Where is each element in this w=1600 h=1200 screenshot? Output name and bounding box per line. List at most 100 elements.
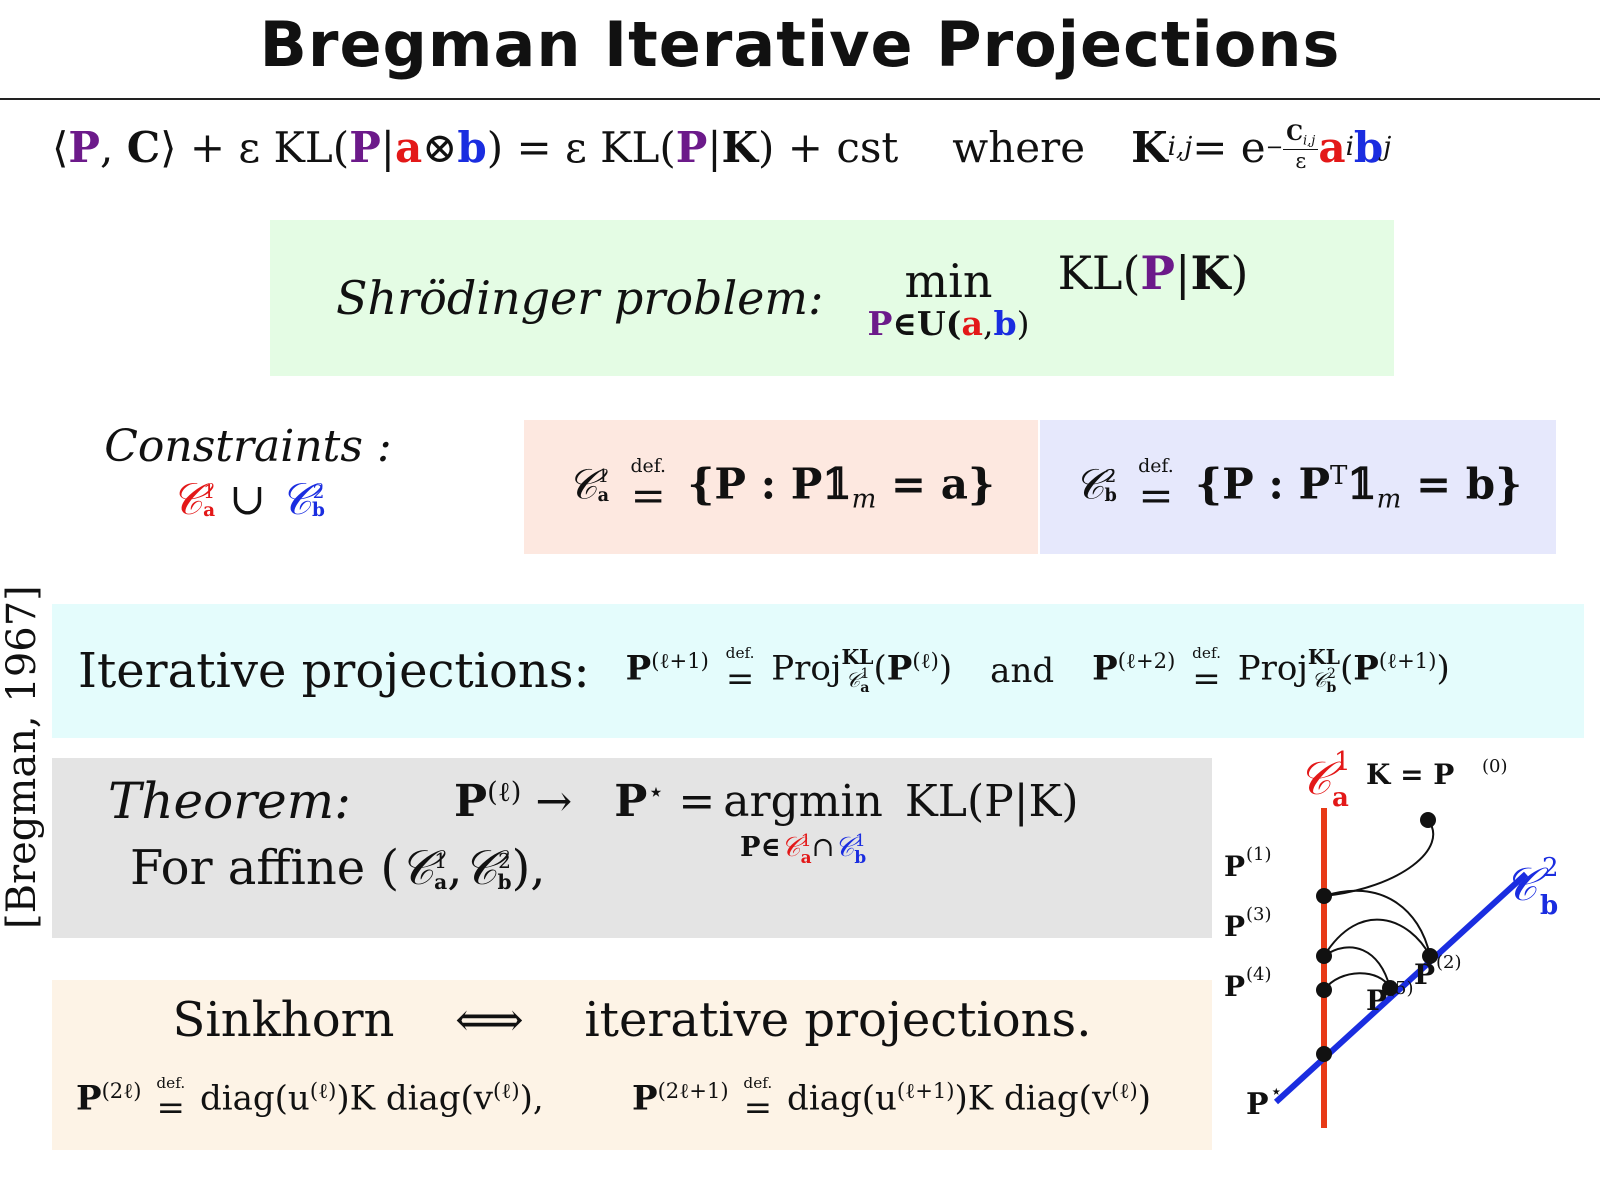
eq-token: a [597, 485, 610, 506]
theorem-condition: For affine (𝒞 1 a ,𝒞 2 b), [130, 840, 546, 897]
eq-token: = a} [876, 459, 995, 508]
eq-token: = [156, 1088, 186, 1129]
point-P4 [1316, 982, 1332, 998]
slide-title: Bregman Iterative Projections [259, 8, 1341, 81]
eq-token: ⊗ [422, 122, 458, 172]
eq-token: b [1326, 680, 1337, 697]
eq-token: 2 [312, 481, 325, 503]
eq-token: a [961, 303, 983, 343]
eq-token: P [886, 648, 913, 689]
eq-token: , [447, 840, 463, 896]
eq-token: 𝒞 [171, 473, 204, 525]
eq-token: | [380, 122, 395, 172]
eq-token: a [203, 500, 216, 522]
eq-token: (ℓ+1) [1378, 648, 1437, 674]
eq-token: = [743, 1088, 773, 1129]
constraint-line-b [1273, 871, 1529, 1105]
label-P1: P [1224, 850, 1245, 883]
eq-token: (ℓ+2) [1117, 648, 1176, 674]
projection-arc-3 [1323, 918, 1431, 957]
projection-arc-1 [1323, 819, 1435, 897]
eq-token: Proj [771, 648, 842, 689]
min-operator: min P∈U(a,b) [868, 254, 1030, 343]
eq-token: P [1092, 648, 1118, 689]
eq-token: a [800, 846, 812, 867]
exp-fraction: − Ci,j ε [1266, 122, 1319, 173]
label-Cb-sub: b [1540, 891, 1558, 921]
eq-token: ⋆ [647, 777, 665, 808]
eq-token: P [614, 776, 648, 827]
eq-token: )K diag(v [954, 1078, 1112, 1119]
eq-token: a [860, 680, 870, 697]
label-P1-sup: (1) [1246, 844, 1272, 865]
eq-token: b [497, 869, 512, 894]
eq-token: ⟩ + ε KL( [160, 122, 350, 172]
eq-token: = b} [1401, 459, 1523, 508]
label-P5-sup: (5) [1388, 978, 1414, 999]
eq-token: = [664, 776, 716, 827]
eq-token: j [1383, 132, 1392, 162]
eq-token: 1 [800, 829, 812, 850]
eq-token: ) [1016, 303, 1030, 343]
sinkhorn-formula-odd: P(2ℓ+1) def. = diag(u(ℓ+1))K diag(v(ℓ)) [632, 1075, 1151, 1129]
eq-token: 𝒞 [279, 473, 313, 525]
eq-token: a [1318, 122, 1346, 172]
eq-token: P [1140, 246, 1176, 300]
eq-token: K [721, 122, 759, 172]
eq-token: 1 [434, 849, 448, 874]
eq-token: ε [1295, 148, 1307, 173]
eq-token: 𝒞 [567, 459, 598, 508]
eq-token: P [68, 122, 100, 172]
sinkhorn-rest: iterative projections. [584, 992, 1092, 1048]
projection-arc-2 [1323, 889, 1431, 957]
label-P4: P [1224, 970, 1245, 1003]
eq-token: P [76, 1078, 102, 1119]
eq-token: b [993, 303, 1017, 343]
eq-token: ∈U( [892, 303, 962, 343]
eq-token: 𝟙 [1347, 459, 1377, 508]
min-word: min [904, 253, 993, 308]
eq-token: (ℓ+1) [651, 648, 709, 674]
schrodinger-box: Shrödinger problem: min P∈U(a,b) KL(P|K) [270, 220, 1394, 376]
eq-token: = e [1192, 122, 1266, 172]
eq-token: | [707, 122, 722, 172]
eq-token: P [675, 122, 708, 172]
eq-token: = [630, 471, 666, 521]
eq-token: 𝒞 [834, 832, 855, 863]
argmin-word: argmin [723, 776, 883, 827]
def-mark: def. [725, 644, 755, 663]
iff-symbol: ⟺ [454, 992, 524, 1048]
title-divider [0, 98, 1600, 100]
theorem-box: Theorem: P(ℓ) → P⋆ = argmin P∈𝒞 1 a ∩𝒞 1 b KL… [52, 758, 1212, 938]
eq-token: = [1138, 471, 1174, 521]
sinkhorn-box: Sinkhorn ⟺ iterative projections. P(2ℓ) … [52, 980, 1212, 1150]
eq-token: i [1345, 132, 1354, 162]
sinkhorn-formula-even: P(2ℓ) def. = diag(u(ℓ))K diag(v(ℓ)), [76, 1075, 544, 1129]
projection-formula-1: P(ℓ+1) def. = Proj KL 𝒞 1 a (P(ℓ)) [625, 644, 953, 699]
eq-token: K [1131, 122, 1168, 172]
eq-token: m [1376, 484, 1402, 515]
eq-token: diag(u [776, 1078, 897, 1119]
eq-token: KL [1307, 644, 1340, 669]
theorem-label: Theorem: [108, 772, 351, 830]
eq-token: For affine ( [130, 840, 400, 896]
eq-token: {P : P𝟙 [687, 459, 852, 508]
and-word: and [990, 651, 1055, 691]
eq-token: P∈ [740, 831, 781, 863]
eq-token: )K diag(v [336, 1078, 494, 1119]
eq-token: KL [841, 644, 874, 669]
eq-token: b [1353, 122, 1384, 172]
point-P5 [1382, 980, 1398, 996]
eq-token: ), [511, 840, 546, 896]
eq-token: ) = ε KL( [486, 122, 676, 172]
eq-token: T [1330, 460, 1348, 491]
def-mark: def. [1192, 644, 1221, 663]
eq-token: 1 [860, 665, 870, 682]
constraints-title: Constraints : [104, 421, 392, 472]
eq-token: , [982, 303, 994, 343]
eq-token: (ℓ+1) [896, 1078, 955, 1104]
